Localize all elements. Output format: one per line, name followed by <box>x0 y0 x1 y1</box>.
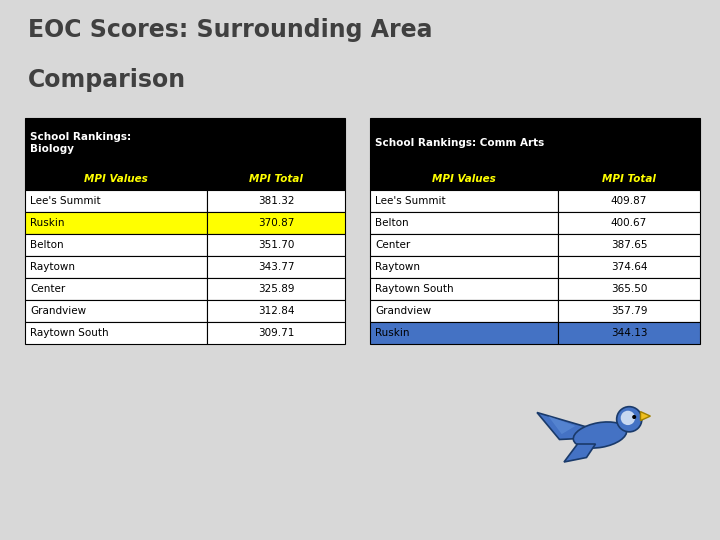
Text: Center: Center <box>375 240 410 250</box>
Polygon shape <box>537 413 605 440</box>
Bar <box>25 212 207 234</box>
Circle shape <box>632 415 636 419</box>
Text: Raytown South: Raytown South <box>30 328 109 338</box>
Text: 351.70: 351.70 <box>258 240 294 250</box>
Bar <box>370 190 558 212</box>
Text: Belton: Belton <box>30 240 63 250</box>
Text: Comparison: Comparison <box>28 68 186 92</box>
Bar <box>370 212 558 234</box>
Text: Belton: Belton <box>375 218 409 228</box>
Ellipse shape <box>573 422 626 448</box>
Bar <box>558 256 700 278</box>
Text: 365.50: 365.50 <box>611 284 647 294</box>
Text: Lee's Summit: Lee's Summit <box>30 196 101 206</box>
Text: Center: Center <box>30 284 66 294</box>
Bar <box>25 168 207 190</box>
Circle shape <box>616 407 642 432</box>
Text: 374.64: 374.64 <box>611 262 647 272</box>
Text: EOC Scores: Surrounding Area: EOC Scores: Surrounding Area <box>28 18 433 42</box>
Text: MPI Values: MPI Values <box>84 174 148 184</box>
Bar <box>207 190 345 212</box>
Text: Raytown South: Raytown South <box>375 284 454 294</box>
Bar <box>207 256 345 278</box>
Polygon shape <box>641 411 650 421</box>
Bar <box>207 322 345 344</box>
Bar <box>558 234 700 256</box>
Text: Grandview: Grandview <box>375 306 431 316</box>
Text: 309.71: 309.71 <box>258 328 294 338</box>
Bar <box>370 300 558 322</box>
Bar <box>558 168 700 190</box>
Text: 312.84: 312.84 <box>258 306 294 316</box>
Bar <box>207 212 345 234</box>
Text: 344.13: 344.13 <box>611 328 647 338</box>
Bar <box>558 322 700 344</box>
Text: MPI Total: MPI Total <box>602 174 656 184</box>
Bar <box>558 278 700 300</box>
Bar <box>370 234 558 256</box>
Bar <box>25 322 207 344</box>
Bar <box>25 256 207 278</box>
Text: 325.89: 325.89 <box>258 284 294 294</box>
Bar <box>25 278 207 300</box>
Text: Ruskin: Ruskin <box>30 218 65 228</box>
Bar <box>558 190 700 212</box>
Text: 409.87: 409.87 <box>611 196 647 206</box>
Bar <box>207 168 345 190</box>
Bar <box>370 322 558 344</box>
Circle shape <box>621 411 635 425</box>
Bar <box>370 256 558 278</box>
Bar <box>25 234 207 256</box>
Text: 387.65: 387.65 <box>611 240 647 250</box>
Text: Raytown: Raytown <box>30 262 75 272</box>
Text: 370.87: 370.87 <box>258 218 294 228</box>
Text: 343.77: 343.77 <box>258 262 294 272</box>
Bar <box>370 168 558 190</box>
Bar <box>207 234 345 256</box>
Bar <box>370 278 558 300</box>
Text: School Rankings:
Biology: School Rankings: Biology <box>30 132 131 154</box>
Polygon shape <box>564 444 595 462</box>
Text: Grandview: Grandview <box>30 306 86 316</box>
Text: 381.32: 381.32 <box>258 196 294 206</box>
Bar <box>25 300 207 322</box>
Text: School Rankings: Comm Arts: School Rankings: Comm Arts <box>375 138 544 148</box>
Text: MPI Values: MPI Values <box>432 174 496 184</box>
Text: Ruskin: Ruskin <box>375 328 410 338</box>
Text: Raytown: Raytown <box>375 262 420 272</box>
Bar <box>25 190 207 212</box>
Bar <box>558 212 700 234</box>
Text: MPI Total: MPI Total <box>249 174 303 184</box>
Text: 400.67: 400.67 <box>611 218 647 228</box>
Bar <box>207 278 345 300</box>
Bar <box>207 300 345 322</box>
Text: 357.79: 357.79 <box>611 306 647 316</box>
Polygon shape <box>548 416 575 434</box>
Bar <box>558 300 700 322</box>
Bar <box>370 118 700 168</box>
Bar <box>25 118 345 168</box>
Text: Lee's Summit: Lee's Summit <box>375 196 446 206</box>
